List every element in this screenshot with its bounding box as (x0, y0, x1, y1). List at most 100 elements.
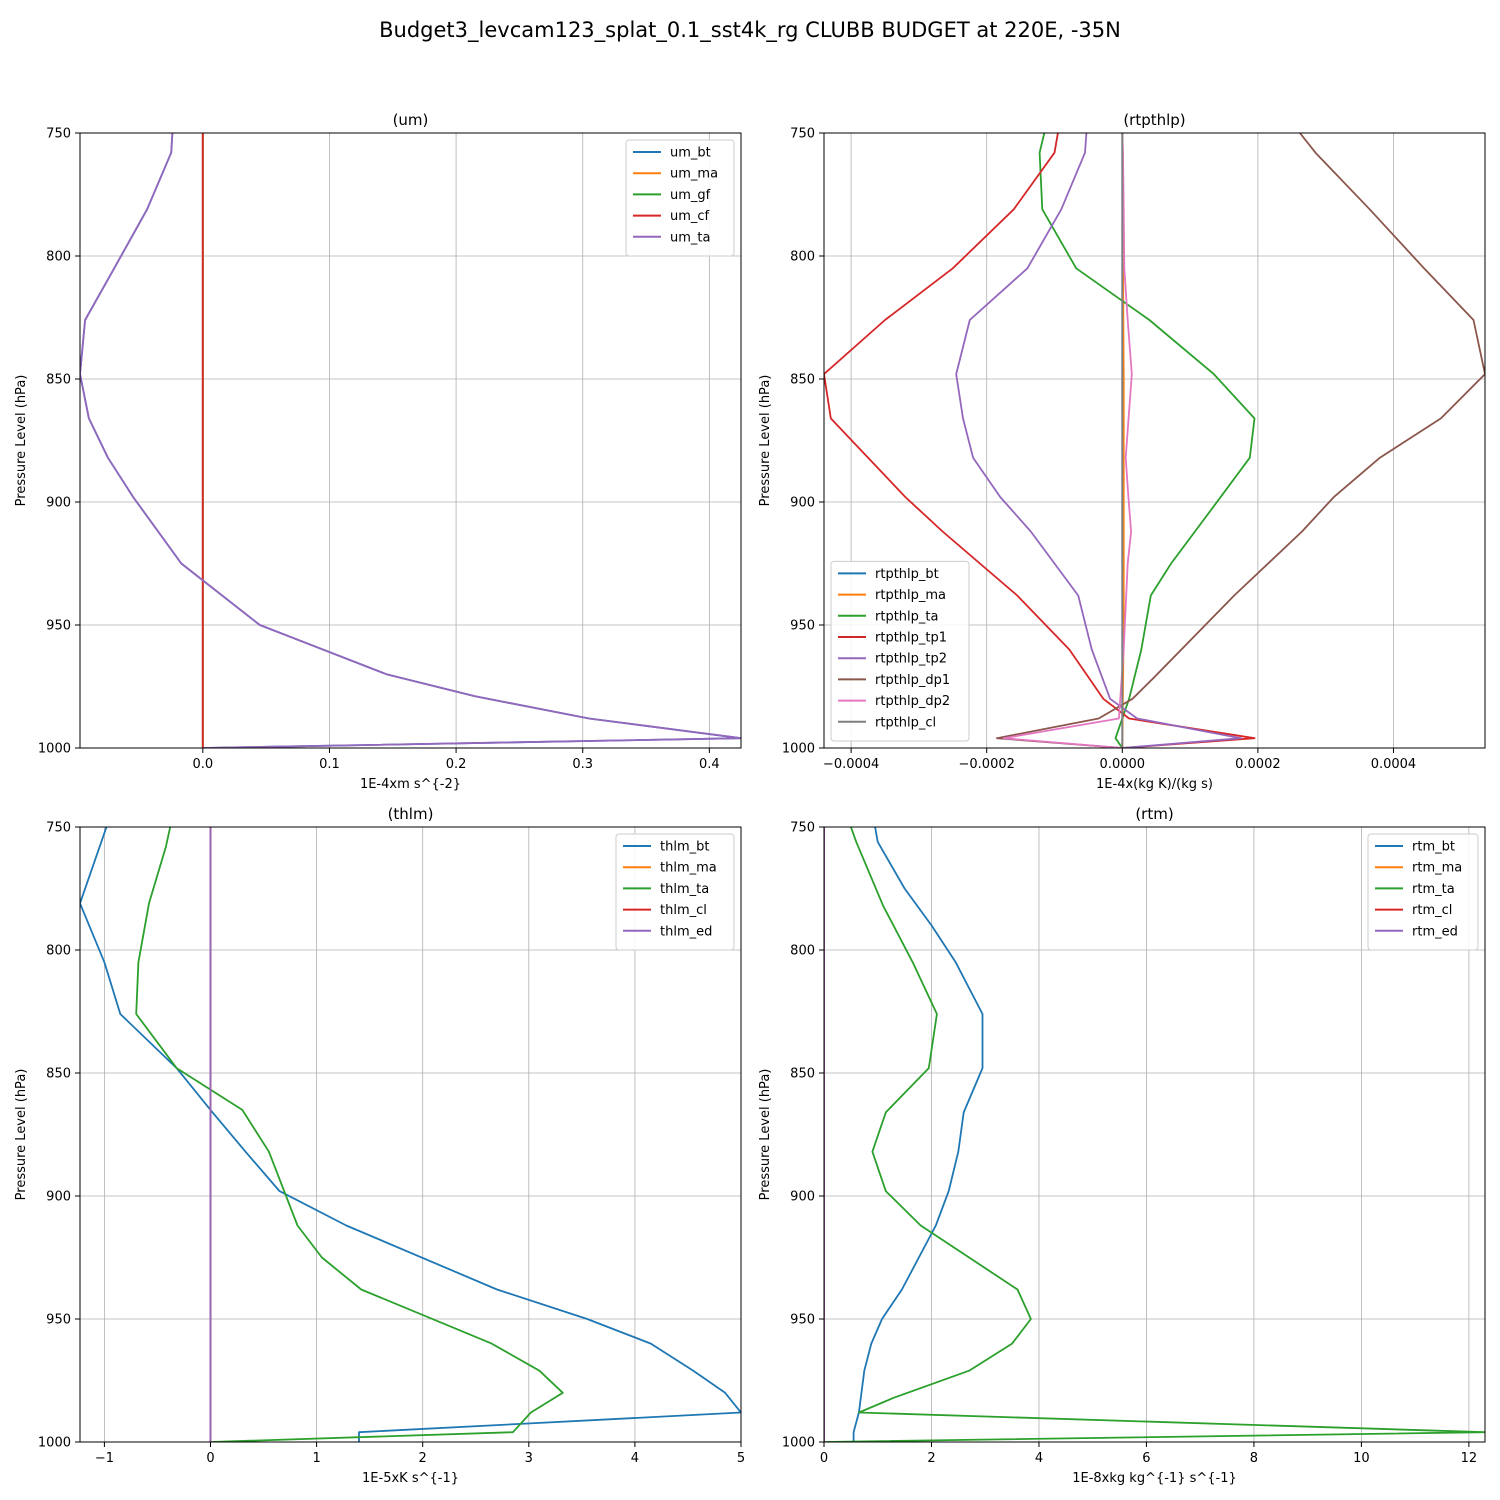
legend-box (830, 560, 970, 742)
y-axis-label: Pressure Level (hPa) (758, 375, 773, 507)
x-tick-label: 2 (419, 1451, 427, 1466)
y-tick-label: 800 (790, 944, 815, 959)
x-tick-label: 2 (927, 1451, 935, 1466)
legend: thlm_bt thlm_ma thlm_ta thlm_cl thlm_ed (615, 833, 735, 951)
y-tick-label: 850 (46, 1067, 71, 1082)
series-line-thlm_bt (80, 827, 741, 1442)
x-tick-label: 1 (312, 1451, 320, 1466)
legend-label-thlm_cl: thlm_cl (660, 903, 707, 918)
legend-label-rtm_bt: rtm_bt (1412, 840, 1455, 855)
y-tick-label: 900 (790, 496, 815, 511)
x-tick-label: 0.0000 (1100, 757, 1146, 772)
x-tick-label: 0.0004 (1371, 757, 1417, 772)
y-tick-label: 950 (46, 1313, 71, 1328)
x-tick-label: −0.0004 (823, 757, 879, 772)
y-tick-label: 1000 (38, 1436, 71, 1451)
x-tick-label: 0.3 (572, 757, 593, 772)
axes-frame (79, 132, 742, 749)
legend-label-thlm_ed: thlm_ed (660, 924, 712, 939)
legend-label-thlm_ta: thlm_ta (660, 882, 709, 897)
y-tick-label: 800 (790, 250, 815, 265)
x-axis-label: 1E-4x(kg K)/(kg s) (1096, 777, 1213, 792)
x-axis-label: 1E-5xK s^{-1} (362, 1471, 459, 1486)
y-tick-label: 950 (790, 1313, 815, 1328)
series-group (80, 827, 741, 1442)
x-tick-label: 3 (525, 1451, 533, 1466)
figure-title: Budget3_levcam123_splat_0.1_sst4k_rg CLU… (379, 18, 1121, 43)
y-tick-label: 850 (790, 373, 815, 388)
x-tick-label: −0.0002 (959, 757, 1015, 772)
series-line-rtm_bt (852, 827, 984, 1442)
chart-title: (rtm) (1135, 805, 1173, 823)
series-line-rtpthlp_ta (1038, 133, 1256, 748)
y-axis-label: Pressure Level (hPa) (14, 1069, 29, 1201)
legend-label-rtm_ma: rtm_ma (1412, 861, 1462, 876)
x-tick-label: 0.1 (319, 757, 340, 772)
legend-label-rtpthlp_bt: rtpthlp_bt (875, 567, 939, 582)
y-tick-label: 750 (46, 127, 71, 142)
legend: rtpthlp_bt rtpthlp_ma rtpthlp_ta rtpthlp_tp… (830, 560, 970, 742)
series-line-rtpthlp_tp2 (955, 133, 1242, 748)
y-tick-label: 1000 (782, 742, 815, 757)
series-group (824, 827, 1485, 1442)
legend-box (615, 833, 735, 951)
legend-label-rtpthlp_ta: rtpthlp_ta (875, 609, 938, 624)
legend-label-rtm_ed: rtm_ed (1412, 924, 1458, 939)
legend-label-thlm_bt: thlm_bt (660, 840, 709, 855)
x-tick-label: 0.0002 (1235, 757, 1281, 772)
chart-title: (thlm) (388, 805, 434, 823)
series-line-rtm_ta (824, 827, 1485, 1442)
legend-label-rtpthlp_ma: rtpthlp_ma (875, 588, 946, 603)
legend-label-um_ma: um_ma (670, 167, 718, 182)
y-tick-label: 1000 (38, 742, 71, 757)
y-tick-label: 850 (46, 373, 71, 388)
series-line-um_ta (80, 133, 741, 748)
axes-frame (823, 826, 1486, 1443)
chart-title: (um) (393, 111, 429, 129)
legend-box (625, 139, 735, 257)
chart-panel-2: −1 0 1 2 3 4 5 750 800 850 900 950 1000 (thlm) 1E-5xK … (14, 805, 745, 1486)
series-line-rtpthlp_dp2 (1002, 133, 1133, 748)
x-tick-label: 0.4 (699, 757, 720, 772)
legend-label-thlm_ma: thlm_ma (660, 861, 717, 876)
x-tick-label: 4 (631, 1451, 639, 1466)
legend: rtm_bt rtm_ma rtm_ta rtm_cl rtm_ed (1367, 833, 1479, 951)
x-tick-label: 0 (820, 1451, 828, 1466)
legend-label-rtpthlp_dp2: rtpthlp_dp2 (875, 694, 950, 709)
y-axis-label: Pressure Level (hPa) (758, 1069, 773, 1201)
x-tick-label: 12 (1461, 1451, 1478, 1466)
y-axis-label: Pressure Level (hPa) (14, 375, 29, 507)
series-line-thlm_ta (135, 827, 564, 1442)
x-axis-label: 1E-8xkg kg^{-1} s^{-1} (1072, 1471, 1237, 1486)
series-line-rtpthlp_dp1 (996, 133, 1485, 748)
y-tick-label: 750 (790, 127, 815, 142)
legend-label-um_cf: um_cf (670, 209, 710, 224)
y-tick-label: 950 (790, 619, 815, 634)
y-tick-label: 950 (46, 619, 71, 634)
y-tick-label: 800 (46, 250, 71, 265)
axes-frame (823, 132, 1486, 749)
x-axis-label: 1E-4xm s^{-2} (360, 777, 461, 792)
legend-label-rtpthlp_tp2: rtpthlp_tp2 (875, 652, 947, 667)
legend-label-rtpthlp_cl: rtpthlp_cl (875, 715, 936, 730)
x-tick-label: −1 (95, 1451, 114, 1466)
x-tick-label: 0.2 (446, 757, 467, 772)
y-tick-label: 900 (46, 1190, 71, 1205)
y-tick-label: 750 (790, 821, 815, 836)
y-tick-label: 900 (46, 496, 71, 511)
legend-label-rtpthlp_dp1: rtpthlp_dp1 (875, 673, 950, 688)
legend-label-rtm_ta: rtm_ta (1412, 882, 1455, 897)
x-tick-label: 10 (1353, 1451, 1370, 1466)
x-tick-label: 8 (1250, 1451, 1258, 1466)
legend-label-um_bt: um_bt (670, 146, 711, 161)
series-group (80, 133, 741, 748)
y-tick-label: 1000 (782, 1436, 815, 1451)
x-tick-label: 5 (737, 1451, 745, 1466)
x-tick-label: 0.0 (192, 757, 213, 772)
y-tick-label: 850 (790, 1067, 815, 1082)
legend: um_bt um_ma um_gf um_cf um_ta (625, 139, 735, 257)
chart-panel-1: −0.0004 −0.0002 0.0000 0.0002 0.0004 750 800 85… (758, 111, 1486, 792)
y-tick-label: 750 (46, 821, 71, 836)
